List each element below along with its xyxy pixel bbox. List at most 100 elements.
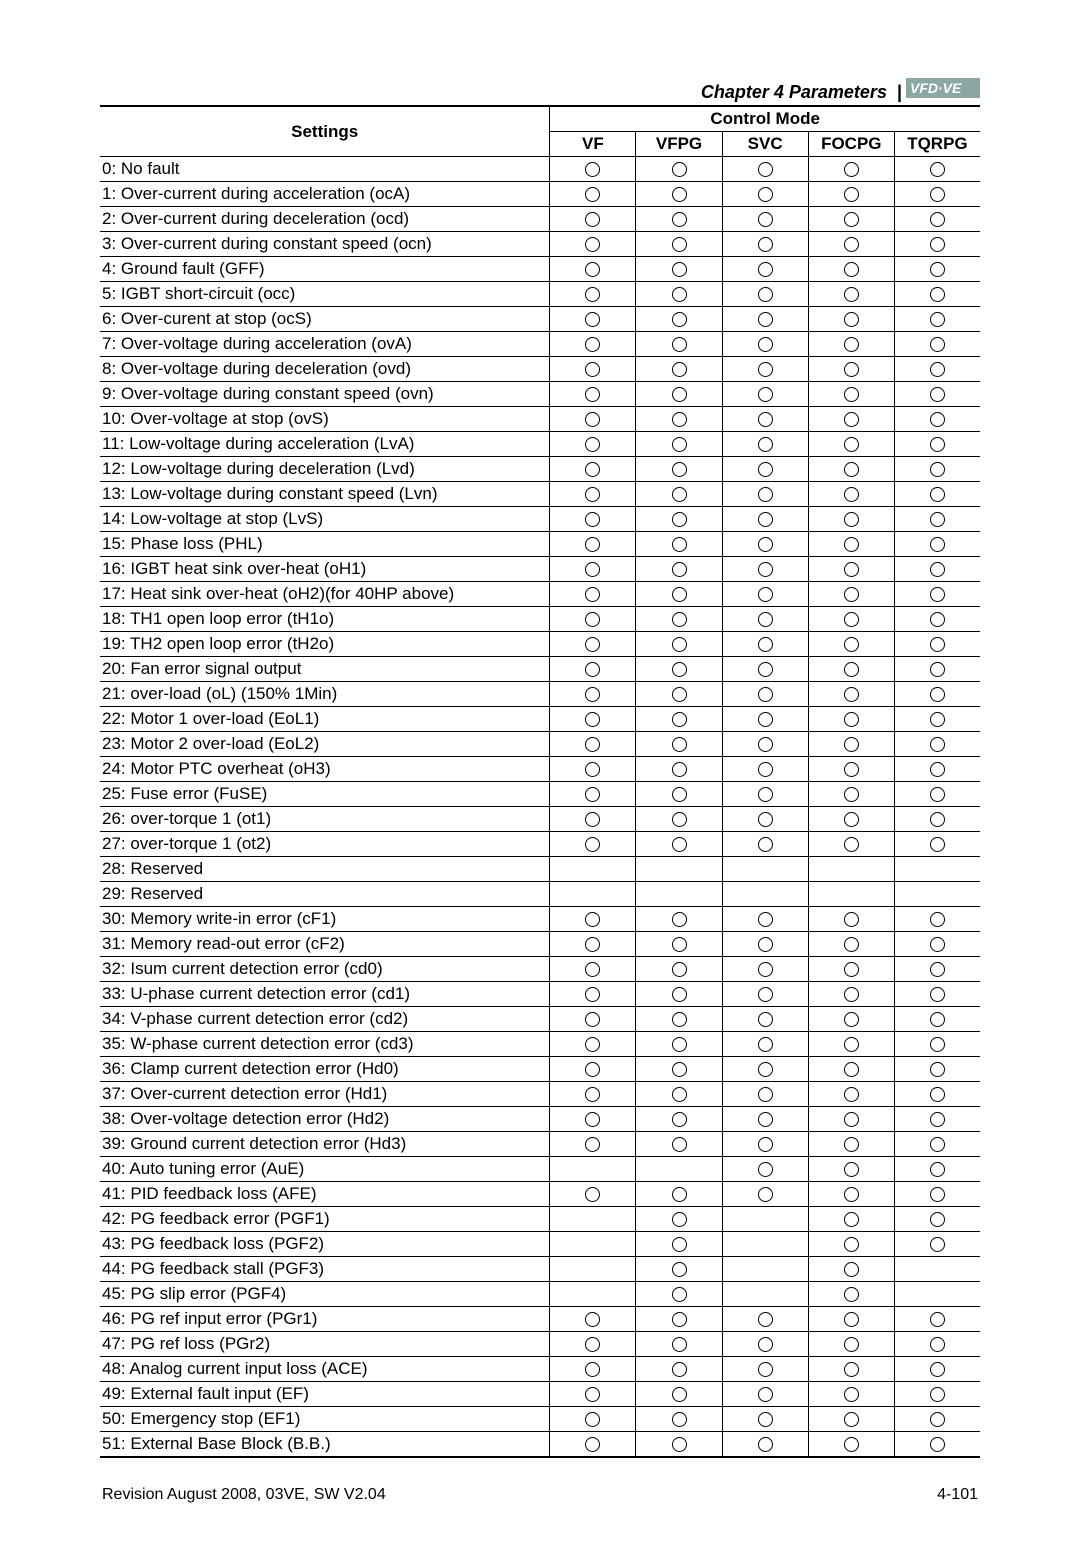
setting-label: 20: Fan error signal output xyxy=(100,657,550,682)
table-row: 8: Over-voltage during deceleration (ovd… xyxy=(100,357,980,382)
mark-cell xyxy=(550,607,636,632)
circle-icon xyxy=(672,1337,687,1352)
circle-icon xyxy=(672,1237,687,1252)
mark-cell xyxy=(894,557,980,582)
mark-cell xyxy=(636,207,722,232)
circle-icon xyxy=(585,1387,600,1402)
circle-icon xyxy=(844,962,859,977)
mark-cell xyxy=(550,1032,636,1057)
table-row: 43: PG feedback loss (PGF2) xyxy=(100,1232,980,1257)
setting-label: 23: Motor 2 over-load (EoL2) xyxy=(100,732,550,757)
table-row: 1: Over-current during acceleration (ocA… xyxy=(100,182,980,207)
circle-icon xyxy=(930,837,945,852)
circle-icon xyxy=(758,337,773,352)
circle-icon xyxy=(758,1137,773,1152)
circle-icon xyxy=(930,1087,945,1102)
circle-icon xyxy=(930,1112,945,1127)
mark-cell xyxy=(722,1232,808,1257)
mark-cell xyxy=(636,657,722,682)
circle-icon xyxy=(930,687,945,702)
circle-icon xyxy=(758,362,773,377)
circle-icon xyxy=(672,537,687,552)
setting-label: 40: Auto tuning error (AuE) xyxy=(100,1157,550,1182)
mark-cell xyxy=(550,882,636,907)
mark-cell xyxy=(894,482,980,507)
setting-label: 36: Clamp current detection error (Hd0) xyxy=(100,1057,550,1082)
mark-cell xyxy=(722,1057,808,1082)
mark-cell xyxy=(722,482,808,507)
mark-cell xyxy=(722,232,808,257)
circle-icon xyxy=(758,662,773,677)
circle-icon xyxy=(930,512,945,527)
circle-icon xyxy=(844,1287,859,1302)
circle-icon xyxy=(844,987,859,1002)
table-row: 35: W-phase current detection error (cd3… xyxy=(100,1032,980,1057)
circle-icon xyxy=(844,562,859,577)
circle-icon xyxy=(758,1087,773,1102)
circle-icon xyxy=(844,662,859,677)
circle-icon xyxy=(585,1437,600,1452)
circle-icon xyxy=(672,912,687,927)
circle-icon xyxy=(844,412,859,427)
circle-icon xyxy=(672,812,687,827)
circle-icon xyxy=(844,1062,859,1077)
mark-cell xyxy=(894,582,980,607)
mark-cell xyxy=(808,307,894,332)
mark-cell xyxy=(894,1182,980,1207)
circle-icon xyxy=(585,712,600,727)
circle-icon xyxy=(672,1087,687,1102)
mark-cell xyxy=(808,682,894,707)
mark-cell xyxy=(722,807,808,832)
circle-icon xyxy=(758,212,773,227)
mark-cell xyxy=(808,557,894,582)
table-row: 16: IGBT heat sink over-heat (oH1) xyxy=(100,557,980,582)
mark-cell xyxy=(808,457,894,482)
circle-icon xyxy=(844,262,859,277)
mark-cell xyxy=(636,1232,722,1257)
table-row: 46: PG ref input error (PGr1) xyxy=(100,1307,980,1332)
circle-icon xyxy=(672,662,687,677)
circle-icon xyxy=(758,587,773,602)
mark-cell xyxy=(550,432,636,457)
circle-icon xyxy=(930,962,945,977)
circle-icon xyxy=(930,437,945,452)
setting-label: 3: Over-current during constant speed (o… xyxy=(100,232,550,257)
mark-cell xyxy=(722,932,808,957)
circle-icon xyxy=(585,187,600,202)
circle-icon xyxy=(672,1012,687,1027)
table-row: 38: Over-voltage detection error (Hd2) xyxy=(100,1107,980,1132)
circle-icon xyxy=(585,562,600,577)
circle-icon xyxy=(672,687,687,702)
circle-icon xyxy=(758,612,773,627)
circle-icon xyxy=(930,912,945,927)
mark-cell xyxy=(550,707,636,732)
mark-cell xyxy=(808,957,894,982)
mark-cell xyxy=(808,1107,894,1132)
circle-icon xyxy=(758,537,773,552)
circle-icon xyxy=(758,1362,773,1377)
mark-cell xyxy=(894,457,980,482)
mark-cell xyxy=(808,932,894,957)
circle-icon xyxy=(758,462,773,477)
mark-cell xyxy=(722,907,808,932)
circle-icon xyxy=(672,287,687,302)
table-row: 37: Over-current detection error (Hd1) xyxy=(100,1082,980,1107)
table-row: 2: Over-current during deceleration (ocd… xyxy=(100,207,980,232)
circle-icon xyxy=(585,487,600,502)
setting-label: 1: Over-current during acceleration (ocA… xyxy=(100,182,550,207)
circle-icon xyxy=(672,637,687,652)
circle-icon xyxy=(672,1137,687,1152)
circle-icon xyxy=(672,387,687,402)
mark-cell xyxy=(550,282,636,307)
circle-icon xyxy=(930,937,945,952)
circle-icon xyxy=(930,812,945,827)
circle-icon xyxy=(758,162,773,177)
setting-label: 34: V-phase current detection error (cd2… xyxy=(100,1007,550,1032)
circle-icon xyxy=(585,262,600,277)
circle-icon xyxy=(672,787,687,802)
mark-cell xyxy=(722,1407,808,1432)
circle-icon xyxy=(672,1187,687,1202)
mark-cell xyxy=(636,807,722,832)
mark-cell xyxy=(636,1057,722,1082)
table-row: 13: Low-voltage during constant speed (L… xyxy=(100,482,980,507)
